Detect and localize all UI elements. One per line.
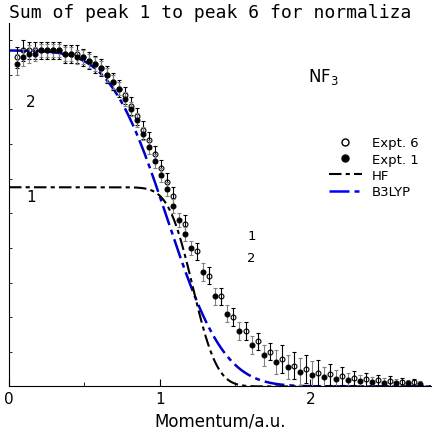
Text: 1: 1 <box>26 190 36 204</box>
B3LYP <box>7 49 12 54</box>
X-axis label: Momentum/a.u.: Momentum/a.u. <box>154 412 285 430</box>
Text: 2: 2 <box>247 251 255 264</box>
Text: Sum of peak 1 to peak 6 for normaliza: Sum of peak 1 to peak 6 for normaliza <box>9 4 411 22</box>
B3LYP <box>259 378 264 383</box>
HF <box>293 384 298 389</box>
B3LYP <box>293 383 298 388</box>
HF <box>7 185 12 191</box>
HF <box>116 185 122 191</box>
B3LYP <box>329 384 334 389</box>
Line: B3LYP: B3LYP <box>9 51 434 387</box>
HF <box>82 185 87 191</box>
Text: NF$_3$: NF$_3$ <box>308 67 339 87</box>
B3LYP <box>200 313 205 319</box>
HF <box>200 326 205 331</box>
Line: HF: HF <box>9 188 434 387</box>
HF <box>329 384 334 389</box>
Legend: Expt. 6, Expt. 1, HF, B3LYP: Expt. 6, Expt. 1, HF, B3LYP <box>322 132 423 204</box>
HF <box>259 384 264 389</box>
B3LYP <box>116 96 122 102</box>
B3LYP <box>82 60 87 65</box>
Text: 2: 2 <box>26 95 36 110</box>
Text: 1: 1 <box>247 230 255 243</box>
